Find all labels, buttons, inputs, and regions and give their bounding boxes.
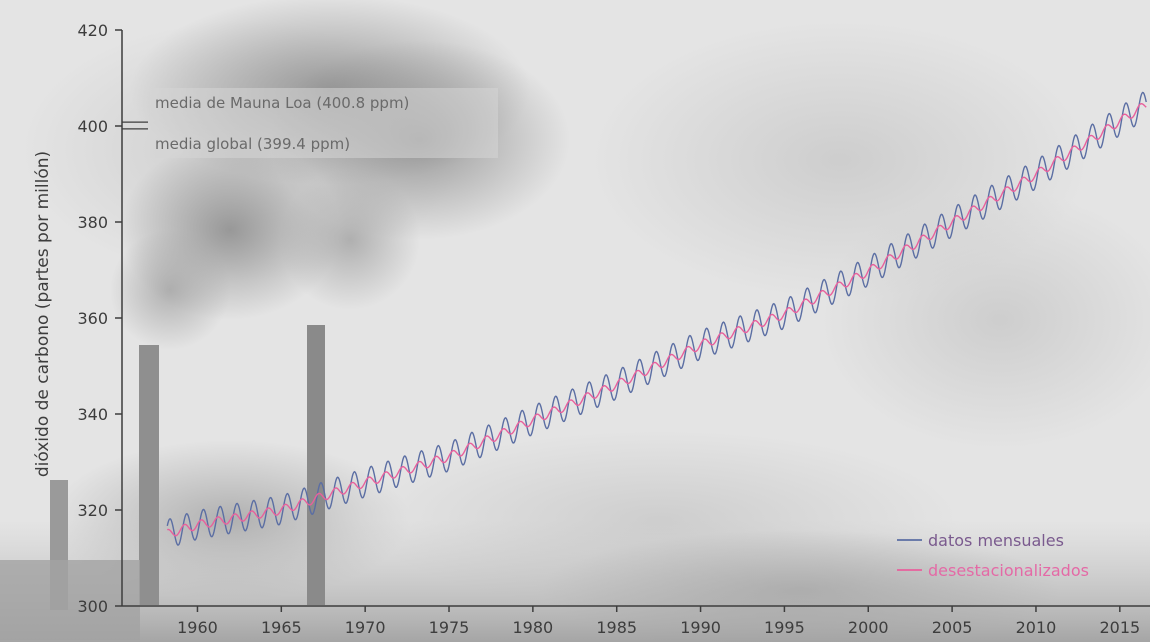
series-datos-mensuales xyxy=(166,91,1147,546)
annotation-text-1: media global (399.4 ppm) xyxy=(155,135,350,153)
axes: 300 320 340 360 380 400 420 1960 1965 1970 1975 198… xyxy=(33,21,1150,637)
x-tick-label-2015: 2015 xyxy=(1099,618,1140,637)
y-tick-label-380: 380 xyxy=(77,213,108,232)
x-tick-label-1970: 1970 xyxy=(345,618,386,637)
x-tick-label-1975: 1975 xyxy=(429,618,470,637)
y-tick-label-400: 400 xyxy=(77,117,108,136)
y-tick-label-340: 340 xyxy=(77,405,108,424)
x-tick-label-2000: 2000 xyxy=(848,618,889,637)
legend-label-0: datos mensuales xyxy=(928,531,1064,550)
annotations: media de Mauna Loa (400.8 ppm) media glob… xyxy=(122,94,409,153)
x-tick-label-1965: 1965 xyxy=(261,618,302,637)
series-desestacionalizados xyxy=(167,102,1147,537)
y-axis-title: dióxido de carbono (partes por millón) xyxy=(33,151,53,477)
x-tick-label-1990: 1990 xyxy=(680,618,721,637)
x-tick-label-1995: 1995 xyxy=(764,618,805,637)
legend: datos mensuales desestacionalizados xyxy=(897,531,1089,580)
annotation-box xyxy=(150,88,498,158)
series-layer xyxy=(166,91,1147,546)
y-tick-label-320: 320 xyxy=(77,501,108,520)
y-tick-label-300: 300 xyxy=(77,597,108,616)
chimney-right xyxy=(307,325,325,605)
y-tick-label-360: 360 xyxy=(77,309,108,328)
x-tick-label-2010: 2010 xyxy=(1016,618,1057,637)
x-tick-label-1960: 1960 xyxy=(177,618,218,637)
chimney-left xyxy=(139,345,159,605)
annotation-text-0: media de Mauna Loa (400.8 ppm) xyxy=(155,94,409,112)
y-tick-label-420: 420 xyxy=(77,21,108,40)
x-tick-label-1980: 1980 xyxy=(513,618,554,637)
legend-label-1: desestacionalizados xyxy=(928,561,1089,580)
x-tick-label-1985: 1985 xyxy=(596,618,637,637)
x-tick-label-2005: 2005 xyxy=(932,618,973,637)
